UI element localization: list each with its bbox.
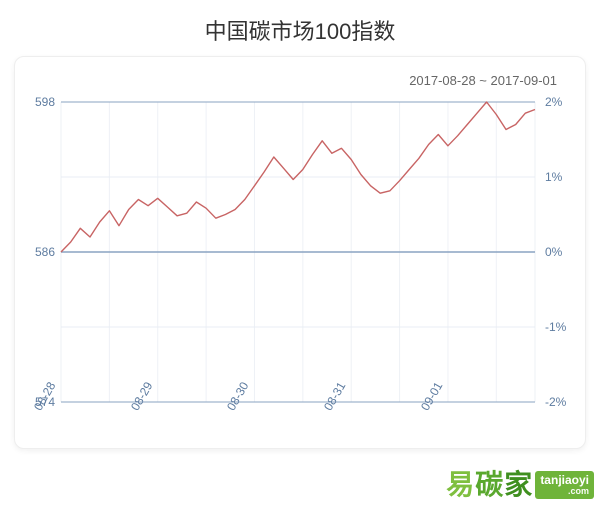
- chart-card: 2017-08-28 ~ 2017-09-01 574586598-2%-1%0…: [14, 56, 586, 449]
- y-left-tick: 586: [27, 245, 55, 259]
- page-title: 中国碳市场100指数: [0, 14, 600, 46]
- y-right-tick: 0%: [545, 245, 573, 259]
- date-range-label: 2017-08-28 ~ 2017-09-01: [23, 71, 575, 96]
- y-right-tick: 1%: [545, 170, 573, 184]
- brand-logo: 易碳家 tanjiaoyi .com: [446, 463, 594, 503]
- brand-logo-text: 易碳家: [446, 463, 533, 503]
- y-right-tick: -1%: [545, 320, 573, 334]
- y-right-tick: 2%: [545, 95, 573, 109]
- brand-logo-badge: tanjiaoyi .com: [535, 471, 594, 499]
- y-left-tick: 598: [27, 95, 55, 109]
- brand-badge-text: tanjiaoyi: [540, 473, 589, 487]
- line-chart: 574586598-2%-1%0%1%2%08-2808-2908-3008-3…: [23, 96, 575, 426]
- brand-badge-sub: .com: [540, 487, 589, 496]
- y-right-tick: -2%: [545, 395, 573, 409]
